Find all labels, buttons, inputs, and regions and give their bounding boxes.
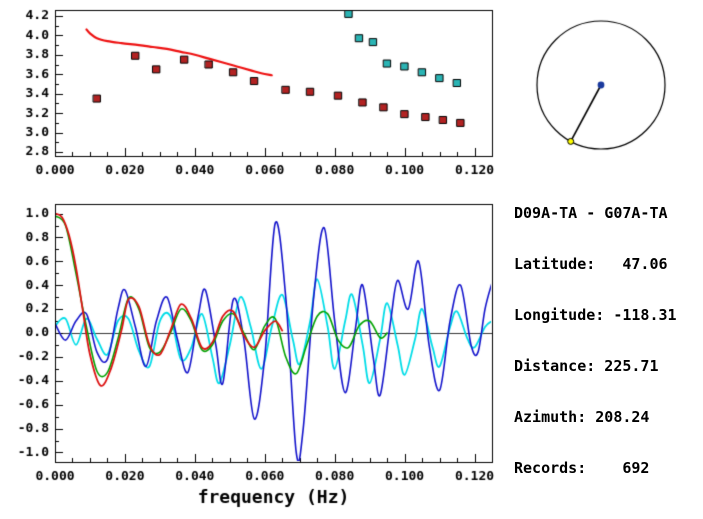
- station-pair-label: D09A-TA - G07A-TA: [514, 204, 668, 222]
- info-row-longitude: Longitude: -118.31: [514, 306, 677, 324]
- info-row-records: Records: 692: [514, 459, 650, 477]
- info-row-latitude: Latitude: 47.06: [514, 255, 668, 273]
- info-row-azimuth: Azimuth: 208.24: [514, 408, 650, 426]
- info-row-distance: Distance: 225.71: [514, 357, 659, 375]
- station-info-panel: D09A-TA - G07A-TA Latitude: 47.06 Longit…: [514, 171, 677, 511]
